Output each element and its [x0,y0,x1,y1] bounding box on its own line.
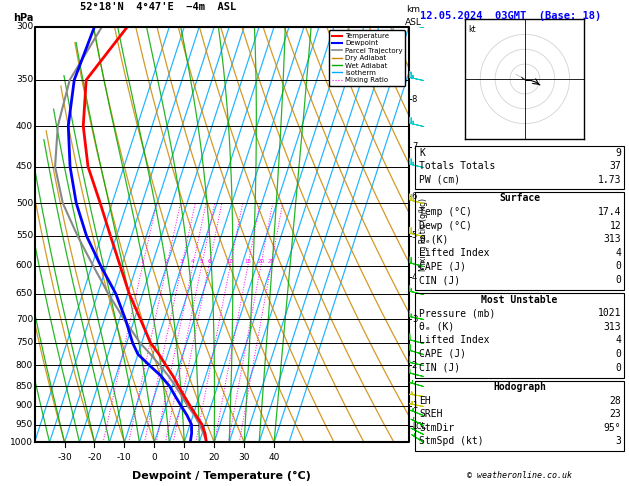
Text: 0: 0 [616,275,621,285]
Text: 313: 313 [604,234,621,244]
Text: 450: 450 [16,162,33,171]
Text: 5: 5 [412,231,417,241]
Text: LCL: LCL [413,422,426,431]
Text: 4: 4 [616,248,621,258]
Text: CAPE (J): CAPE (J) [419,349,466,359]
Text: 4: 4 [616,335,621,346]
Text: km: km [406,5,420,14]
Text: θₑ (K): θₑ (K) [419,322,454,332]
Text: 3: 3 [412,314,417,324]
Text: CIN (J): CIN (J) [419,363,460,373]
Text: 12.05.2024  03GMT  (Base: 18): 12.05.2024 03GMT (Base: 18) [420,11,601,21]
Text: Surface: Surface [499,193,540,204]
Text: 550: 550 [16,231,33,241]
Text: 6: 6 [412,191,417,201]
Text: 3: 3 [180,259,184,264]
Text: 37: 37 [610,161,621,172]
Text: 2: 2 [412,361,417,370]
Text: © weatheronline.co.uk: © weatheronline.co.uk [467,470,572,480]
Text: ASL: ASL [405,17,422,27]
Text: Dewp (°C): Dewp (°C) [419,221,472,231]
Text: hPa: hPa [13,13,33,22]
Text: 9: 9 [616,148,621,158]
Text: 0: 0 [616,349,621,359]
Text: 4: 4 [191,259,194,264]
Text: SREH: SREH [419,409,442,419]
Text: 1.73: 1.73 [598,175,621,185]
Text: 1: 1 [141,259,144,264]
Text: Lifted Index: Lifted Index [419,248,489,258]
Text: 15: 15 [244,259,252,264]
Text: 900: 900 [16,401,33,410]
Text: 17.4: 17.4 [598,207,621,217]
Text: 25: 25 [267,259,274,264]
Text: 10: 10 [179,452,190,462]
Text: 4: 4 [412,273,417,282]
Text: 5: 5 [200,259,203,264]
Text: 600: 600 [16,261,33,270]
Text: 30: 30 [238,452,250,462]
Text: -30: -30 [57,452,72,462]
Text: 0: 0 [152,452,157,462]
Text: 2: 2 [165,259,169,264]
Text: Mixing Ratio (g/kg): Mixing Ratio (g/kg) [420,198,428,271]
Text: 313: 313 [604,322,621,332]
Text: 20: 20 [209,452,220,462]
Text: CAPE (J): CAPE (J) [419,261,466,272]
Text: 950: 950 [16,420,33,429]
Text: 650: 650 [16,289,33,298]
Text: K: K [419,148,425,158]
Text: 6: 6 [207,259,211,264]
Text: 95°: 95° [604,423,621,433]
Text: 8: 8 [412,95,417,104]
Text: CIN (J): CIN (J) [419,275,460,285]
Text: Lifted Index: Lifted Index [419,335,489,346]
Text: 10: 10 [226,259,233,264]
Text: 52°18'N  4°47'E  −4m  ASL: 52°18'N 4°47'E −4m ASL [79,2,236,12]
Text: 1000: 1000 [10,438,33,447]
Text: Pressure (mb): Pressure (mb) [419,308,495,318]
Text: 3: 3 [616,436,621,447]
Text: PW (cm): PW (cm) [419,175,460,185]
Text: Hodograph: Hodograph [493,382,546,392]
Text: -20: -20 [87,452,102,462]
Text: 700: 700 [16,314,33,324]
Text: -10: -10 [117,452,132,462]
Text: 400: 400 [16,122,33,131]
Text: 23: 23 [610,409,621,419]
Text: 300: 300 [16,22,33,31]
Text: 0: 0 [616,363,621,373]
Text: 350: 350 [16,75,33,85]
Text: 40: 40 [269,452,280,462]
Text: 1021: 1021 [598,308,621,318]
Text: 20: 20 [257,259,264,264]
Text: Most Unstable: Most Unstable [481,295,558,305]
Text: Temp (°C): Temp (°C) [419,207,472,217]
Text: StmSpd (kt): StmSpd (kt) [419,436,484,447]
Text: kt: kt [469,25,476,35]
Text: 28: 28 [610,396,621,406]
Text: 850: 850 [16,382,33,391]
Text: Dewpoint / Temperature (°C): Dewpoint / Temperature (°C) [132,471,311,482]
Text: Totals Totals: Totals Totals [419,161,495,172]
Text: EH: EH [419,396,431,406]
Text: θₑ(K): θₑ(K) [419,234,448,244]
Text: 0: 0 [616,261,621,272]
Legend: Temperature, Dewpoint, Parcel Trajectory, Dry Adiabat, Wet Adiabat, Isotherm, Mi: Temperature, Dewpoint, Parcel Trajectory… [329,30,405,86]
Text: 1: 1 [412,401,417,410]
Text: 12: 12 [610,221,621,231]
Text: 800: 800 [16,361,33,370]
Text: StmDir: StmDir [419,423,454,433]
Text: 7: 7 [412,142,417,152]
Text: 750: 750 [16,338,33,347]
Text: 500: 500 [16,199,33,208]
